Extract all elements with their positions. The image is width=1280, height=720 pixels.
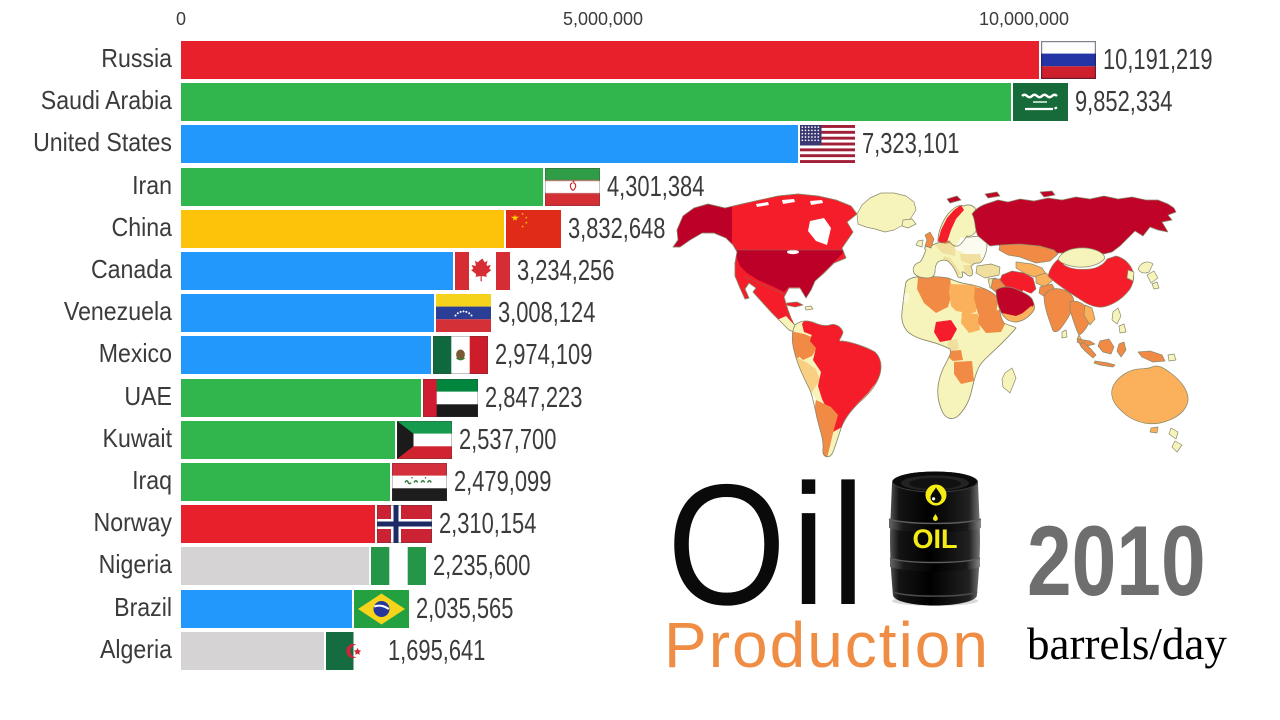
svg-text:OIL: OIL <box>913 524 958 554</box>
